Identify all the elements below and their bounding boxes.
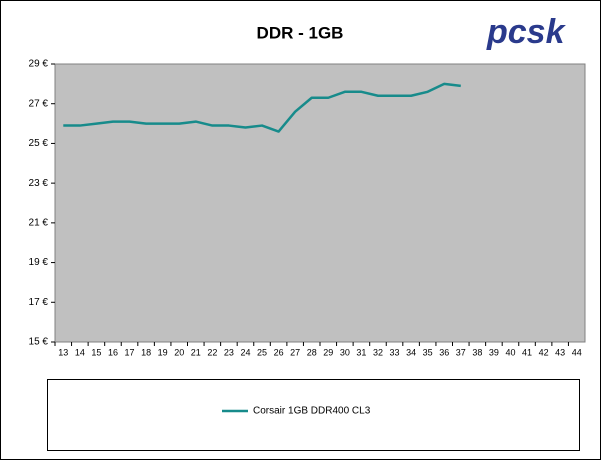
y-tick-label: 19 € bbox=[29, 257, 49, 268]
x-tick-label: 24 bbox=[240, 347, 250, 357]
x-tick-label: 38 bbox=[472, 347, 482, 357]
x-tick-label: 18 bbox=[141, 347, 151, 357]
x-tick-label: 23 bbox=[224, 347, 234, 357]
x-tick-label: 37 bbox=[456, 347, 466, 357]
x-tick-label: 44 bbox=[572, 347, 582, 357]
logo: pcsk bbox=[486, 13, 567, 51]
x-tick-label: 42 bbox=[539, 347, 549, 357]
x-tick-label: 22 bbox=[207, 347, 217, 357]
x-tick-label: 17 bbox=[125, 347, 135, 357]
x-tick-label: 20 bbox=[174, 347, 184, 357]
series-line bbox=[63, 82, 461, 133]
x-tick-label: 25 bbox=[257, 347, 267, 357]
x-tick-label: 32 bbox=[373, 347, 383, 357]
x-tick-label: 26 bbox=[274, 347, 284, 357]
x-tick-label: 36 bbox=[439, 347, 449, 357]
x-tick-label: 31 bbox=[356, 347, 366, 357]
y-tick-label: 17 € bbox=[29, 297, 49, 308]
x-tick-label: 21 bbox=[191, 347, 201, 357]
x-tick-label: 43 bbox=[555, 347, 565, 357]
x-tick-label: 16 bbox=[108, 347, 118, 357]
x-tick-label: 33 bbox=[390, 347, 400, 357]
x-tick-label: 30 bbox=[340, 347, 350, 357]
y-tick-label: 25 € bbox=[29, 138, 49, 149]
x-tick-label: 40 bbox=[505, 347, 515, 357]
x-tick-label: 39 bbox=[489, 347, 499, 357]
x-tick-label: 14 bbox=[75, 347, 85, 357]
y-tick-label: 15 € bbox=[29, 337, 49, 348]
y-tick-label: 27 € bbox=[29, 98, 49, 109]
x-tick-label: 35 bbox=[423, 347, 433, 357]
x-tick-label: 15 bbox=[91, 347, 101, 357]
chart-title: DDR - 1GB bbox=[257, 23, 344, 42]
x-tick-label: 27 bbox=[290, 347, 300, 357]
legend bbox=[47, 379, 580, 451]
legend-label: Corsair 1GB DDR400 CL3 bbox=[253, 406, 371, 417]
x-tick-label: 41 bbox=[522, 347, 532, 357]
y-tick-label: 23 € bbox=[29, 178, 49, 189]
x-tick-label: 19 bbox=[158, 347, 168, 357]
x-tick-label: 34 bbox=[406, 347, 416, 357]
x-tick-label: 13 bbox=[58, 347, 68, 357]
y-tick-label: 29 € bbox=[29, 59, 49, 70]
plot-area bbox=[54, 63, 586, 343]
x-tick-label: 29 bbox=[323, 347, 333, 357]
x-tick-label: 28 bbox=[307, 347, 317, 357]
y-tick-label: 21 € bbox=[29, 217, 49, 228]
